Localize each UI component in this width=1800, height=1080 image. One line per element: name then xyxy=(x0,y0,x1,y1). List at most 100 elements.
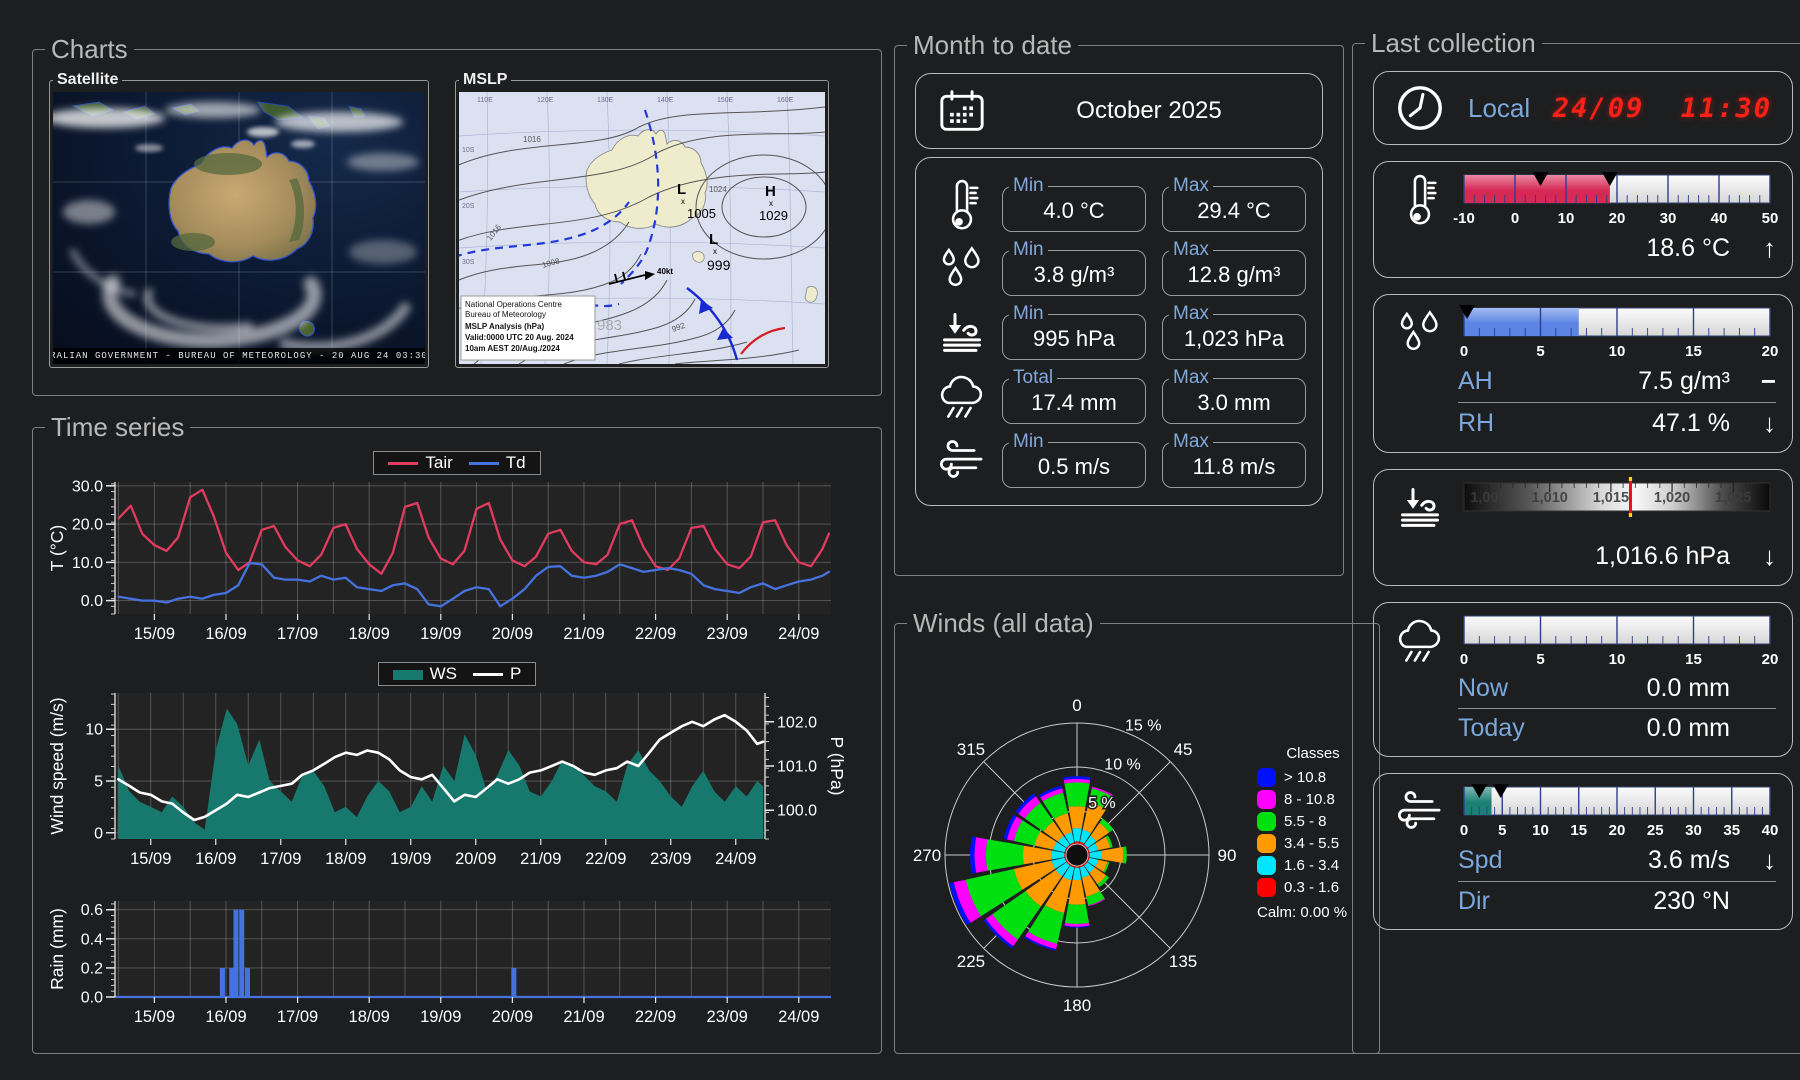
svg-text:16/09: 16/09 xyxy=(205,625,246,643)
legend-swatch xyxy=(473,673,504,677)
svg-text:10: 10 xyxy=(85,722,103,739)
svg-text:10.0: 10.0 xyxy=(72,555,103,572)
wind-class-swatch xyxy=(1257,812,1276,831)
isobar-label-983: 983 xyxy=(597,317,622,334)
high-marker: H xyxy=(765,183,776,200)
legend-label: WS xyxy=(429,664,458,683)
humidity-card: 0 5 10 15 20 AH 7.5 g/m³ − RH 47.1 % ↓ xyxy=(1373,294,1793,453)
field-label: Max xyxy=(1173,303,1209,324)
svg-text:45: 45 xyxy=(1174,740,1193,759)
svg-text:10 %: 10 % xyxy=(1104,756,1140,773)
svg-text:20: 20 xyxy=(1609,822,1626,839)
humidity-icon xyxy=(932,245,992,291)
svg-text:180: 180 xyxy=(1063,996,1091,1015)
svg-text:20: 20 xyxy=(1762,343,1779,360)
rain-now-label: Now xyxy=(1458,674,1509,702)
pressure-card: 1,005 1,010 1,015 1,020 1,025 1,016.6 hPa ↓ xyxy=(1373,469,1793,586)
mslp-info-line: Bureau of Meteorology xyxy=(465,310,546,319)
svg-text:0: 0 xyxy=(1511,210,1519,227)
isobar-label: 992 xyxy=(671,321,687,334)
wind-speed-label: Spd xyxy=(1458,846,1503,874)
wind-class-label: 5.5 - 8 xyxy=(1284,813,1327,830)
mslp-lon-label: 110E xyxy=(477,97,493,104)
legend-swatch xyxy=(468,462,499,466)
field-label: Max xyxy=(1173,431,1209,452)
field-label: Total xyxy=(1013,367,1054,388)
wind-class-item: > 10.8 xyxy=(1257,768,1369,787)
wind-class-swatch xyxy=(1257,790,1276,809)
wind-class-label: > 10.8 xyxy=(1284,769,1327,786)
low-x: x xyxy=(713,247,717,256)
svg-text:21/09: 21/09 xyxy=(520,850,561,868)
svg-text:15 %: 15 % xyxy=(1125,718,1161,735)
svg-text:1,005: 1,005 xyxy=(1470,490,1506,506)
last-collection-title: Last collection xyxy=(1371,28,1536,58)
wind-icon xyxy=(932,439,992,481)
calm-label: Calm: 0.00 % xyxy=(1257,904,1348,921)
svg-text:16/09: 16/09 xyxy=(205,1008,246,1026)
svg-text:1,025: 1,025 xyxy=(1715,490,1751,506)
legend-label: Tair xyxy=(425,453,453,472)
svg-text:50: 50 xyxy=(1762,210,1779,227)
svg-text:10: 10 xyxy=(1558,210,1575,227)
wind-class-item: 5.5 - 8 xyxy=(1257,812,1369,831)
svg-text:T (°C): T (°C) xyxy=(47,525,67,572)
svg-text:17/09: 17/09 xyxy=(277,625,318,643)
chart-legend: WS P xyxy=(377,662,537,686)
trend-down-icon: ↓ xyxy=(1763,408,1776,438)
low-marker: L xyxy=(709,231,718,248)
svg-text:25: 25 xyxy=(1647,822,1664,839)
svg-text:101.0: 101.0 xyxy=(777,759,817,776)
temp-min-value: 4.0 °C xyxy=(1043,198,1105,223)
month-to-date-panel: Month to date October 2025 Min 4.0 °C Ma… xyxy=(894,30,1344,576)
satellite-caption: AUSTRALIAN GOVERNMENT - BUREAU OF METEOR… xyxy=(53,348,425,364)
svg-text:P (hPa): P (hPa) xyxy=(827,736,847,795)
svg-text:5: 5 xyxy=(1536,343,1544,360)
legend-label: Td xyxy=(505,453,526,472)
wind-class-label: 1.6 - 3.4 xyxy=(1284,857,1340,874)
rain-cloud-icon xyxy=(1390,617,1450,663)
low-value: 1005 xyxy=(687,206,716,221)
rh-value: 47.1 % xyxy=(1652,409,1730,437)
isobar-label: 1024 xyxy=(709,185,727,194)
rain-cloud-icon xyxy=(932,373,992,419)
svg-text:19/09: 19/09 xyxy=(420,625,461,643)
satellite-label: Satellite xyxy=(57,71,119,88)
svg-text:10: 10 xyxy=(1609,343,1626,360)
svg-text:20/09: 20/09 xyxy=(492,1008,533,1026)
svg-text:135: 135 xyxy=(1169,952,1197,971)
humidity-icon xyxy=(1390,309,1450,355)
wind-class-swatch xyxy=(1257,878,1276,897)
wind-rose-legend: Classes > 10.8 8 - 10.8 5.5 - 8 3.4 - 5.5 1.… xyxy=(1257,643,1369,1045)
svg-text:19/09: 19/09 xyxy=(420,1008,461,1026)
field-label: Min xyxy=(1013,431,1044,452)
satellite-subpanel: Satellite xyxy=(49,71,429,368)
legend-swatch xyxy=(388,462,419,466)
temperature-card: -10 0 10 20 30 40 50 18.6 °C ↑ xyxy=(1373,161,1793,278)
svg-text:0: 0 xyxy=(1072,696,1081,715)
wind-dir-row: Dir 230 °N xyxy=(1458,881,1776,921)
svg-text:30.0: 30.0 xyxy=(72,478,103,495)
svg-text:225: 225 xyxy=(957,952,985,971)
svg-text:-10: -10 xyxy=(1453,210,1475,227)
mslp-info-line: MSLP Analysis (hPa) xyxy=(465,322,544,331)
rain-today-value: 0.0 mm xyxy=(1646,714,1730,742)
humidity-max-field: Max 12.8 g/m³ xyxy=(1162,239,1306,296)
wind-speed-value: 3.6 m/s xyxy=(1648,846,1730,874)
month-to-date-title: Month to date xyxy=(913,30,1072,60)
svg-text:5: 5 xyxy=(1498,822,1506,839)
satellite-image[interactable]: AUSTRALIAN GOVERNMENT - BUREAU OF METEOR… xyxy=(53,92,425,364)
pressure-min-field: Min 995 hPa xyxy=(1002,303,1146,360)
svg-text:15: 15 xyxy=(1685,651,1702,668)
charts-panel: Charts Satellite xyxy=(32,34,882,396)
field-label: Min xyxy=(1013,239,1044,260)
svg-text:24/09: 24/09 xyxy=(778,1008,819,1026)
svg-text:100.0: 100.0 xyxy=(777,803,817,820)
svg-text:17/09: 17/09 xyxy=(277,1008,318,1026)
wind-class-item: 1.6 - 3.4 xyxy=(1257,856,1369,875)
thermometer-icon xyxy=(1390,170,1450,228)
mslp-image[interactable]: 110E 120E 130E 140E 150E 160E 10S 20S 30… xyxy=(459,92,825,364)
svg-text:20: 20 xyxy=(1609,210,1626,227)
svg-text:Wind speed (m/s): Wind speed (m/s) xyxy=(47,697,67,834)
month-label: October 2025 xyxy=(1076,97,1222,124)
